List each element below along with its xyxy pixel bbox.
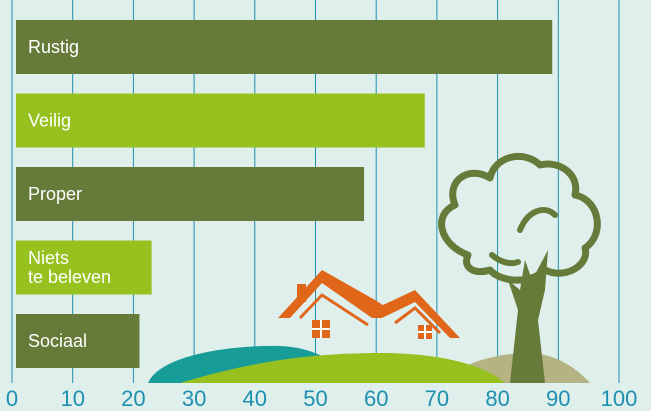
bar-category-label: Rustig bbox=[28, 37, 79, 57]
bar-category-label: Veilig bbox=[28, 111, 71, 131]
x-tick-label: 10 bbox=[60, 386, 84, 411]
bar-category-label-line: te beleven bbox=[28, 267, 111, 287]
house-roof bbox=[278, 270, 460, 338]
x-tick-label: 50 bbox=[303, 386, 327, 411]
house-window-left-frame bbox=[312, 320, 330, 338]
bar-category-label-line: Sociaal bbox=[28, 331, 87, 351]
bar-category-label: Proper bbox=[28, 184, 82, 204]
bar bbox=[16, 20, 553, 74]
bar bbox=[16, 167, 365, 221]
bar bbox=[16, 314, 140, 368]
landscape-illustration bbox=[148, 153, 601, 383]
tree-icon bbox=[438, 153, 601, 383]
tree-branch-left bbox=[489, 252, 521, 267]
x-tick-label: 80 bbox=[485, 386, 509, 411]
x-tick-label: 30 bbox=[182, 386, 206, 411]
x-tick-label: 0 bbox=[6, 386, 18, 411]
house-chimney bbox=[297, 284, 306, 302]
house-window-right-frame bbox=[418, 325, 432, 339]
tree-crown bbox=[438, 153, 601, 284]
hill-green bbox=[180, 353, 505, 383]
x-tick-label: 70 bbox=[425, 386, 449, 411]
bar-category-label-line: Proper bbox=[28, 184, 82, 204]
x-tick-label: 60 bbox=[364, 386, 388, 411]
tree-branch-right bbox=[517, 207, 558, 233]
bar-category-label-line: Veilig bbox=[28, 111, 71, 131]
bar-category-label: Niets te beleven bbox=[28, 248, 111, 287]
house-inner-lines bbox=[298, 293, 442, 335]
x-tick-label: 100 bbox=[601, 386, 638, 411]
x-axis-ticks: 0 10 20 30 40 50 60 70 80 90 100 bbox=[6, 386, 637, 411]
bar-category-label: Sociaal bbox=[28, 331, 87, 351]
bar bbox=[16, 93, 425, 148]
x-tick-label: 20 bbox=[121, 386, 145, 411]
bar bbox=[16, 240, 152, 295]
x-tick-label: 40 bbox=[243, 386, 267, 411]
x-tick-label: 90 bbox=[546, 386, 570, 411]
tree-trunk bbox=[508, 250, 548, 383]
house-icon bbox=[278, 270, 460, 339]
bars: Rustig Veilig Proper Niets te beleven Sociaal bbox=[16, 20, 553, 368]
bar-category-label-line: Niets bbox=[28, 248, 69, 268]
bar-category-label-line: Rustig bbox=[28, 37, 79, 57]
